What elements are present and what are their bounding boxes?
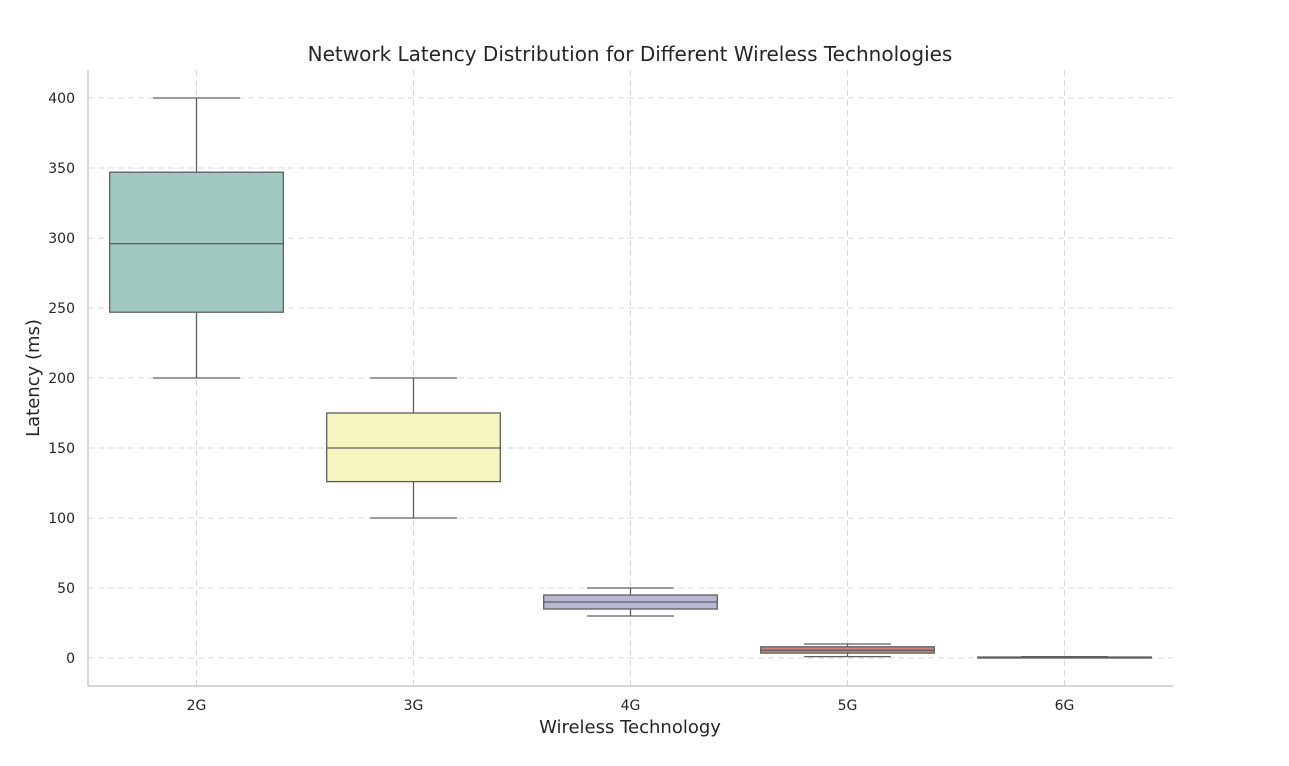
tick-layer: 0 50 100 150 200 250 300 350 400 2G 3G 4G 5G 6G [48,91,1074,714]
iqr-box [326,412,501,483]
y-tick-label: 300 [48,231,75,247]
chart-title: Network Latency Distribution for Differe… [308,42,953,66]
box-2g [109,97,284,379]
y-tick-label: 0 [66,651,75,667]
box-6g [977,655,1152,659]
y-tick-label: 100 [48,511,75,527]
y-tick-label: 350 [48,161,75,177]
x-tick-label: 4G [621,698,641,714]
x-tick-label: 6G [1055,698,1075,714]
box-5g [760,643,935,658]
box-layer [109,97,1152,659]
x-axis-label: Wireless Technology [539,717,721,738]
y-tick-label: 150 [48,441,75,457]
x-tick-label: 2G [187,698,207,714]
axis-layer [87,70,1173,687]
y-tick-label: 250 [48,301,75,317]
x-tick-label: 5G [838,698,858,714]
y-tick-label: 50 [57,581,75,597]
iqr-box [109,171,284,313]
x-tick-label: 3G [404,698,424,714]
box-4g [543,587,718,617]
y-tick-label: 200 [48,371,75,387]
box-3g [326,377,501,519]
y-tick-label: 400 [48,91,75,107]
y-axis-label: Latency (ms) [23,319,44,437]
